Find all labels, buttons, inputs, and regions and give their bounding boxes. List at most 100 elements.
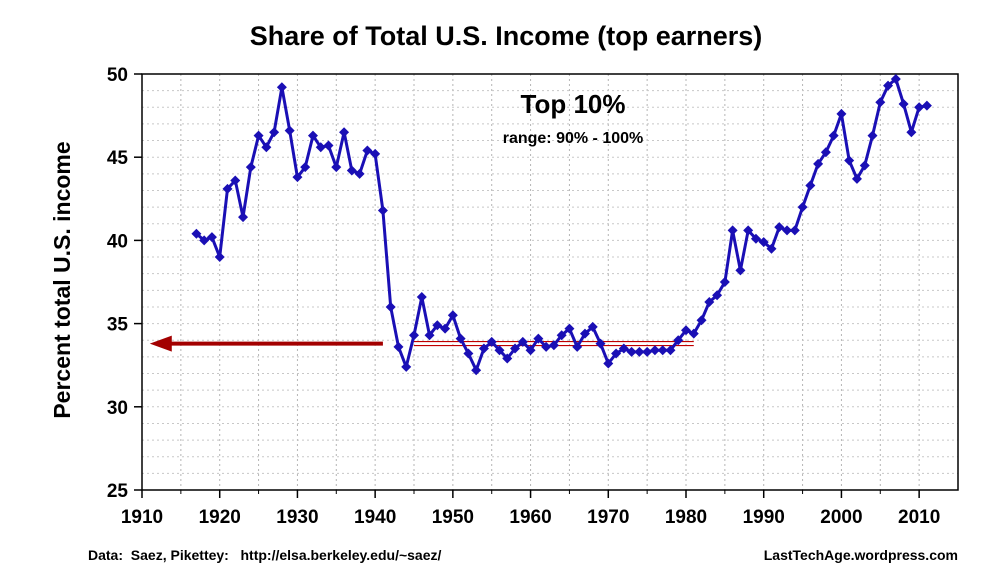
data-point xyxy=(665,345,676,356)
data-point xyxy=(704,296,715,307)
data-point xyxy=(805,180,816,191)
series-top-10 xyxy=(191,73,932,376)
data-point xyxy=(463,348,474,359)
data-point xyxy=(315,142,326,153)
data-point xyxy=(424,330,435,341)
data-point xyxy=(307,130,318,141)
data-point xyxy=(618,343,629,354)
arrow-head xyxy=(149,335,172,352)
data-point xyxy=(238,212,249,223)
data-point xyxy=(261,142,272,153)
data-point xyxy=(447,310,458,321)
x-tick-label: 1920 xyxy=(199,507,241,528)
x-tick-label: 2000 xyxy=(820,507,862,528)
data-point xyxy=(346,165,357,176)
data-point xyxy=(416,291,427,302)
data-point xyxy=(494,345,505,356)
data-point xyxy=(533,333,544,344)
data-point xyxy=(867,130,878,141)
y-axis-ticks: 25 30 35 40 45 50 xyxy=(107,65,142,502)
data-point xyxy=(385,301,396,312)
data-point xyxy=(478,343,489,354)
data-point xyxy=(898,98,909,109)
data-point xyxy=(828,130,839,141)
data-point xyxy=(564,323,575,334)
y-tick-label: 45 xyxy=(107,148,129,169)
data-point xyxy=(859,160,870,171)
data-point xyxy=(199,235,210,246)
data-point xyxy=(750,233,761,244)
data-point xyxy=(851,173,862,184)
data-point xyxy=(688,328,699,339)
data-point xyxy=(572,341,583,352)
data-point xyxy=(797,202,808,213)
footer-credit: LastTechAge.wordpress.com xyxy=(764,547,958,563)
data-point xyxy=(370,148,381,159)
x-tick-label: 2010 xyxy=(898,507,940,528)
gridlines xyxy=(142,74,958,490)
data-point xyxy=(883,80,894,91)
data-point xyxy=(875,97,886,108)
data-point xyxy=(914,102,925,113)
data-point xyxy=(393,341,404,352)
data-point xyxy=(649,345,660,356)
x-tick-label: 1950 xyxy=(432,507,474,528)
x-tick-label: 1980 xyxy=(665,507,707,528)
series-line xyxy=(195,77,928,372)
y-tick-label: 35 xyxy=(107,315,129,336)
data-point xyxy=(844,155,855,166)
data-point xyxy=(719,277,730,287)
data-point xyxy=(510,343,521,354)
data-point xyxy=(681,325,691,336)
data-point xyxy=(634,346,645,357)
data-point xyxy=(642,346,653,357)
plot-frame xyxy=(141,73,959,491)
y-tick-label: 30 xyxy=(107,398,128,419)
data-point xyxy=(696,315,707,326)
data-point xyxy=(789,225,800,236)
data-point xyxy=(774,222,785,233)
data-point xyxy=(502,353,513,364)
data-point xyxy=(362,145,373,156)
data-point xyxy=(712,290,723,301)
data-point xyxy=(541,341,552,352)
data-point xyxy=(222,183,233,194)
data-point xyxy=(611,348,622,359)
data-point xyxy=(377,205,388,216)
data-point xyxy=(626,346,637,357)
annotation-sub: range: 90% - 100% xyxy=(503,130,644,147)
data-point xyxy=(548,340,559,351)
data-point xyxy=(269,127,280,138)
x-tick-label: 1970 xyxy=(587,507,629,528)
y-tick-label: 50 xyxy=(107,65,128,86)
y-tick-label: 40 xyxy=(107,231,128,252)
data-point xyxy=(820,147,831,158)
data-point xyxy=(300,162,311,173)
data-point xyxy=(525,345,536,356)
data-point xyxy=(782,225,793,236)
data-point xyxy=(455,333,466,344)
footer-source: Data: Saez, Pikettey: http://elsa.berkel… xyxy=(88,547,441,563)
data-point xyxy=(409,330,419,341)
data-point xyxy=(432,320,443,331)
data-point xyxy=(921,100,932,111)
data-point xyxy=(836,108,847,119)
data-point xyxy=(556,330,567,341)
data-point xyxy=(813,158,824,169)
data-point xyxy=(214,252,225,263)
data-point xyxy=(253,130,264,141)
data-point xyxy=(906,127,917,138)
data-point xyxy=(323,140,334,151)
data-point xyxy=(595,338,606,349)
data-point xyxy=(758,237,769,248)
data-point xyxy=(657,345,668,356)
chart-title: Share of Total U.S. Income (top earners) xyxy=(250,21,763,51)
data-point xyxy=(603,358,614,369)
data-point xyxy=(486,336,497,347)
data-point xyxy=(331,162,342,173)
data-point xyxy=(245,162,256,173)
data-point xyxy=(743,225,754,236)
data-point xyxy=(890,73,901,84)
x-tick-label: 1990 xyxy=(743,507,785,528)
